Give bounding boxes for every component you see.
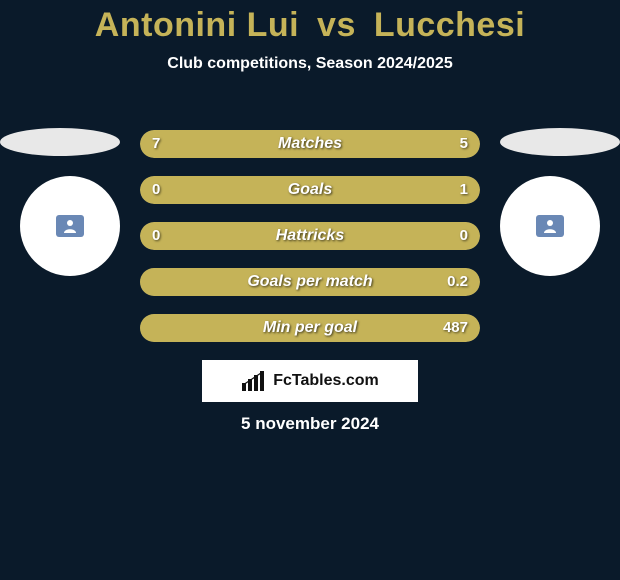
stat-value-right: 0.2: [447, 268, 468, 296]
title-vs: vs: [317, 6, 356, 44]
stat-fill-right: [181, 176, 480, 204]
person-icon: [542, 219, 558, 233]
stat-value-right: 0: [460, 222, 468, 250]
stat-fill-left: [140, 176, 181, 204]
brand-box: FcTables.com: [202, 360, 418, 402]
stat-fill-right: [140, 314, 480, 342]
stat-value-left: 0: [152, 176, 160, 204]
person-icon: [62, 219, 78, 233]
page-title: Antonini Lui vs Lucchesi: [0, 6, 620, 45]
date-text: 5 november 2024: [0, 414, 620, 434]
stat-value-right: 5: [460, 130, 468, 158]
stat-fill-right: [310, 222, 480, 250]
stat-fill-left: [140, 222, 310, 250]
stat-row: 01Goals: [140, 176, 480, 204]
player-circle-left: [20, 176, 120, 276]
stat-row: 0.2Goals per match: [140, 268, 480, 296]
stat-row: 00Hattricks: [140, 222, 480, 250]
bars-icon: [241, 371, 267, 391]
stat-row: 487Min per goal: [140, 314, 480, 342]
club-oval-left: [0, 128, 120, 156]
stat-value-right: 487: [443, 314, 468, 342]
title-player1: Antonini Lui: [95, 6, 299, 44]
page: Antonini Lui vs Lucchesi Club competitio…: [0, 6, 620, 580]
player-badge-right: [536, 215, 564, 237]
stat-value-left: 7: [152, 130, 160, 158]
stat-value-right: 1: [460, 176, 468, 204]
stat-fill-left: [140, 130, 293, 158]
subtitle: Club competitions, Season 2024/2025: [0, 55, 620, 73]
club-oval-right: [500, 128, 620, 156]
brand-text: FcTables.com: [273, 372, 379, 390]
stat-row: 75Matches: [140, 130, 480, 158]
stat-value-left: 0: [152, 222, 160, 250]
stat-fill-right: [293, 130, 480, 158]
player-badge-left: [56, 215, 84, 237]
stat-fill-right: [140, 268, 480, 296]
comparison-rows: 75Matches01Goals00Hattricks0.2Goals per …: [140, 130, 480, 360]
player-circle-right: [500, 176, 600, 276]
title-player2: Lucchesi: [374, 6, 525, 44]
